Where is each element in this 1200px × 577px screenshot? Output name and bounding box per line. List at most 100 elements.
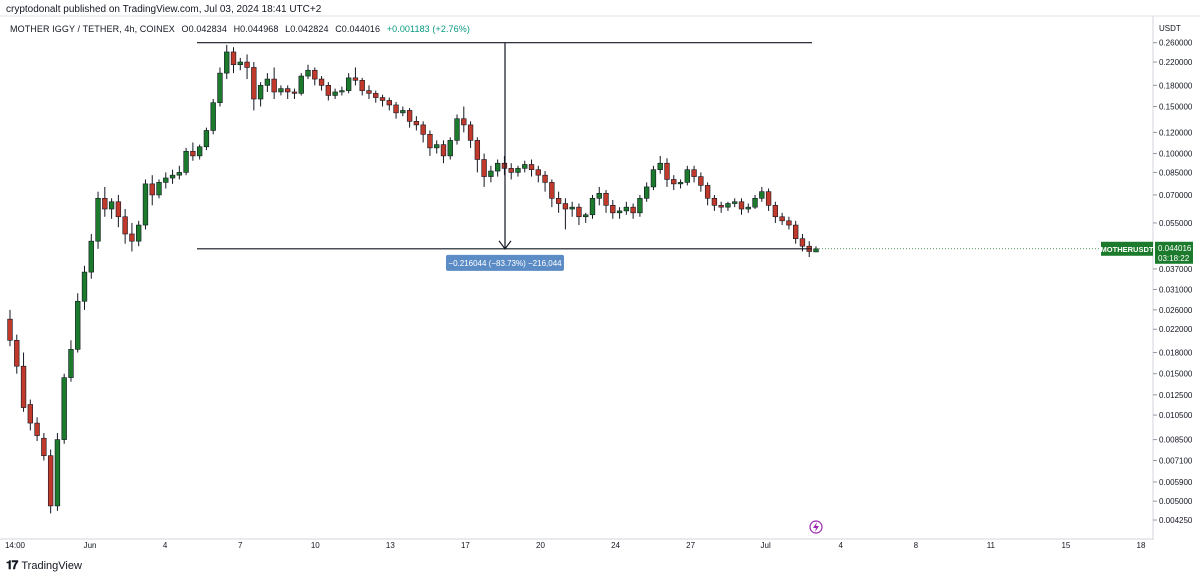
candle-body bbox=[325, 85, 332, 96]
candle-body bbox=[447, 140, 453, 157]
candle-body bbox=[420, 124, 426, 135]
candle bbox=[677, 179, 684, 189]
candle bbox=[359, 77, 365, 96]
candle-body bbox=[644, 186, 650, 199]
price-unit-label: USDT bbox=[1159, 24, 1181, 33]
time-tick-label: 4 bbox=[163, 541, 168, 550]
candle bbox=[196, 144, 203, 160]
candle bbox=[373, 90, 379, 103]
candle-body bbox=[406, 110, 413, 122]
candle bbox=[210, 99, 216, 135]
bar-countdown: 03:18:22 bbox=[1158, 254, 1190, 263]
candle-body bbox=[136, 224, 142, 242]
time-tick-label: Jul bbox=[761, 541, 771, 550]
time-tick-label: 14:00 bbox=[5, 541, 26, 550]
candle-body bbox=[657, 162, 663, 171]
candle-body bbox=[691, 169, 697, 177]
candle bbox=[169, 169, 176, 184]
candle bbox=[183, 147, 189, 176]
time-tick-label: 4 bbox=[839, 541, 844, 550]
candle bbox=[413, 116, 420, 131]
candle bbox=[684, 165, 690, 186]
candle-body bbox=[196, 146, 203, 157]
candle bbox=[345, 73, 352, 94]
candle bbox=[352, 67, 359, 86]
time-tick-label: 8 bbox=[914, 541, 919, 550]
candle bbox=[637, 194, 643, 217]
candle-body bbox=[515, 168, 521, 173]
candle bbox=[278, 85, 284, 96]
candle bbox=[535, 165, 541, 183]
price-tick-label: 0.012500 bbox=[1159, 391, 1193, 400]
candle-body bbox=[799, 238, 806, 247]
candle bbox=[623, 201, 630, 215]
candles bbox=[7, 44, 819, 514]
candle bbox=[528, 159, 535, 177]
candle-body bbox=[379, 97, 386, 101]
time-tick-label: 18 bbox=[1137, 541, 1146, 550]
candle-body bbox=[413, 121, 420, 126]
price-range-tool[interactable]: −0.216044 (−83.73%) −216,044 bbox=[197, 42, 812, 271]
price-tick-label: 0.007100 bbox=[1159, 456, 1193, 465]
candle bbox=[447, 137, 453, 160]
candle-body bbox=[562, 203, 569, 210]
candle bbox=[54, 432, 61, 511]
price-tick-label: 0.037000 bbox=[1159, 265, 1193, 274]
footer: 𝟏𝟕 TradingView bbox=[6, 558, 82, 573]
candle-body bbox=[142, 183, 149, 226]
candle-body bbox=[81, 271, 88, 302]
footer-brand: TradingView bbox=[21, 559, 82, 572]
candle-body bbox=[47, 455, 54, 507]
candle-body bbox=[549, 182, 555, 199]
candle-body bbox=[596, 192, 602, 199]
price-tick-label: 0.260000 bbox=[1159, 39, 1193, 48]
candle bbox=[217, 67, 223, 107]
candle-body bbox=[7, 318, 13, 341]
candle-body bbox=[224, 51, 230, 74]
candle bbox=[271, 67, 277, 100]
candle bbox=[61, 373, 67, 444]
candle-body bbox=[75, 300, 81, 350]
candle-body bbox=[41, 437, 47, 456]
candle bbox=[454, 114, 460, 145]
candle bbox=[244, 54, 250, 80]
candle bbox=[190, 142, 196, 161]
candle-body bbox=[434, 144, 440, 149]
candle bbox=[752, 194, 758, 210]
time-tick-label: 10 bbox=[311, 541, 320, 550]
candle bbox=[644, 182, 650, 202]
candle bbox=[285, 85, 291, 100]
candle-body bbox=[759, 191, 765, 199]
candle-body bbox=[210, 102, 216, 131]
candle-body bbox=[34, 422, 40, 436]
candle-body bbox=[623, 206, 630, 212]
time-tick-label: 13 bbox=[386, 541, 395, 550]
candle-body bbox=[149, 183, 155, 196]
candle-body bbox=[752, 197, 758, 208]
lightning-icon[interactable] bbox=[809, 520, 823, 534]
price-tick-label: 0.005000 bbox=[1159, 497, 1193, 506]
candle-body bbox=[481, 159, 487, 177]
candle-body bbox=[312, 69, 318, 80]
measure-label-box bbox=[446, 254, 564, 271]
candle-body bbox=[68, 349, 74, 378]
candle-body bbox=[393, 104, 399, 114]
candle bbox=[522, 160, 528, 173]
price-tick-label: 0.031000 bbox=[1159, 285, 1193, 294]
candle-body bbox=[488, 170, 494, 177]
candle bbox=[718, 201, 724, 213]
candle bbox=[95, 191, 101, 249]
candle-body bbox=[440, 144, 447, 157]
candle bbox=[772, 201, 779, 223]
candle bbox=[481, 153, 487, 187]
candle-body bbox=[352, 77, 359, 81]
candle-body bbox=[765, 191, 772, 206]
legend-high: H0.044968 bbox=[233, 24, 279, 34]
candle-body bbox=[244, 61, 250, 68]
candle-body bbox=[237, 61, 243, 66]
candle-body bbox=[183, 150, 189, 173]
candle-body bbox=[711, 197, 718, 206]
candle bbox=[698, 172, 704, 192]
candle-body bbox=[278, 88, 284, 93]
